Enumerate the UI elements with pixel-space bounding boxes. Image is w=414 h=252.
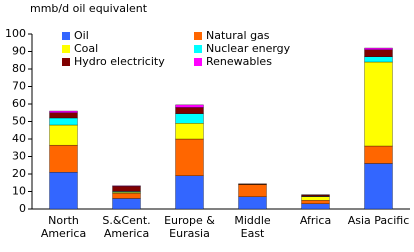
y-tick-label: 10 — [12, 185, 26, 198]
legend-swatch — [62, 45, 70, 53]
y-tick-label: 50 — [12, 115, 26, 128]
bar-segment — [364, 47, 393, 50]
y-tick-label: 70 — [12, 80, 26, 93]
bar-segment — [49, 110, 78, 113]
x-tick-label: Middle East — [234, 214, 271, 240]
bar-segment — [364, 56, 393, 63]
bar-segment — [238, 196, 267, 210]
bar-segment — [301, 196, 330, 201]
legend-swatch — [194, 45, 202, 53]
y-tick-label: 100 — [5, 27, 26, 40]
y-tick-label: 60 — [12, 97, 26, 110]
bar-segment — [175, 104, 204, 108]
bar-segment — [112, 193, 141, 199]
bar-segment — [238, 184, 267, 197]
bar-segment — [112, 186, 141, 192]
legend-swatch — [62, 58, 70, 66]
y-tick-label: 90 — [12, 45, 26, 58]
bar-segment — [49, 172, 78, 210]
y-tick-label: 20 — [12, 167, 26, 180]
y-tick-label: 30 — [12, 150, 26, 163]
bar-segment — [49, 112, 78, 119]
legend-swatch — [194, 32, 202, 40]
x-tick-label: Europe & Eurasia — [164, 214, 215, 240]
legend-label: Natural gas — [206, 29, 270, 42]
bar-segment — [49, 144, 78, 173]
legend-swatch — [194, 58, 202, 66]
bar-segment — [364, 49, 393, 57]
legend-label: Renewables — [206, 55, 272, 68]
bar-segment — [112, 198, 141, 210]
bar-segment — [49, 117, 78, 126]
y-axis-label: mmb/d oil equivalent — [30, 2, 148, 15]
bar-segment — [364, 145, 393, 164]
bar-segment — [364, 163, 393, 210]
y-tick-label: 0 — [19, 202, 26, 215]
x-tick-label: Africa — [299, 214, 332, 227]
x-tick-label: Asia Pacific — [347, 214, 410, 227]
bar-segment — [175, 175, 204, 210]
x-tick-label: S.&Cent. America — [102, 214, 151, 240]
legend-swatch — [62, 32, 70, 40]
legend-label: Oil — [74, 29, 89, 42]
bar-segment — [364, 61, 393, 147]
bar-segment — [112, 185, 141, 187]
bar-segment — [49, 124, 78, 146]
bar-segment — [175, 107, 204, 114]
legend-label: Coal — [74, 42, 98, 55]
bar-segment — [301, 194, 330, 197]
bar-segment — [175, 138, 204, 176]
legend-label: Hydro electricity — [74, 55, 165, 68]
bar-segment — [175, 113, 204, 124]
bar-segment — [301, 200, 330, 204]
bar-segment — [301, 203, 330, 210]
legend-label: Nuclear energy — [206, 42, 291, 55]
y-tick-label: 80 — [12, 62, 26, 75]
x-tick-label: North America — [40, 214, 87, 240]
bar-segment — [175, 123, 204, 140]
y-tick-label: 40 — [12, 132, 26, 145]
